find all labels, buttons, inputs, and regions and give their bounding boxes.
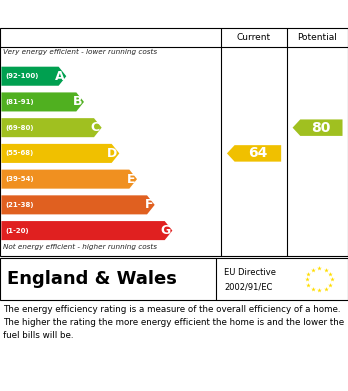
Polygon shape <box>1 144 119 163</box>
Text: 80: 80 <box>311 121 331 135</box>
Text: G: G <box>160 224 171 237</box>
Text: (1-20): (1-20) <box>6 228 29 233</box>
Polygon shape <box>1 67 66 86</box>
Text: F: F <box>144 198 153 212</box>
Text: C: C <box>91 121 100 134</box>
Polygon shape <box>1 92 84 111</box>
Text: Very energy efficient - lower running costs: Very energy efficient - lower running co… <box>3 48 157 55</box>
Text: 2002/91/EC: 2002/91/EC <box>224 283 273 292</box>
Text: (55-68): (55-68) <box>6 151 34 156</box>
Text: E: E <box>127 173 135 186</box>
Polygon shape <box>1 196 155 214</box>
Text: Not energy efficient - higher running costs: Not energy efficient - higher running co… <box>3 244 157 250</box>
Text: England & Wales: England & Wales <box>7 270 177 288</box>
Text: (92-100): (92-100) <box>6 73 39 79</box>
Text: A: A <box>55 70 65 83</box>
Text: Energy Efficiency Rating: Energy Efficiency Rating <box>69 5 279 20</box>
Polygon shape <box>1 170 137 188</box>
Polygon shape <box>1 118 102 137</box>
Text: The energy efficiency rating is a measure of the overall efficiency of a home. T: The energy efficiency rating is a measur… <box>3 305 345 340</box>
Polygon shape <box>1 221 172 240</box>
Text: Current: Current <box>237 33 271 42</box>
Text: (21-38): (21-38) <box>6 202 34 208</box>
Polygon shape <box>227 145 281 161</box>
Text: 64: 64 <box>248 146 267 160</box>
Text: EU Directive: EU Directive <box>224 268 276 277</box>
Polygon shape <box>293 119 342 136</box>
Text: D: D <box>107 147 118 160</box>
Text: (81-91): (81-91) <box>6 99 34 105</box>
Text: (39-54): (39-54) <box>6 176 34 182</box>
Text: Potential: Potential <box>298 33 338 42</box>
Text: (69-80): (69-80) <box>6 125 34 131</box>
Text: B: B <box>73 95 82 108</box>
